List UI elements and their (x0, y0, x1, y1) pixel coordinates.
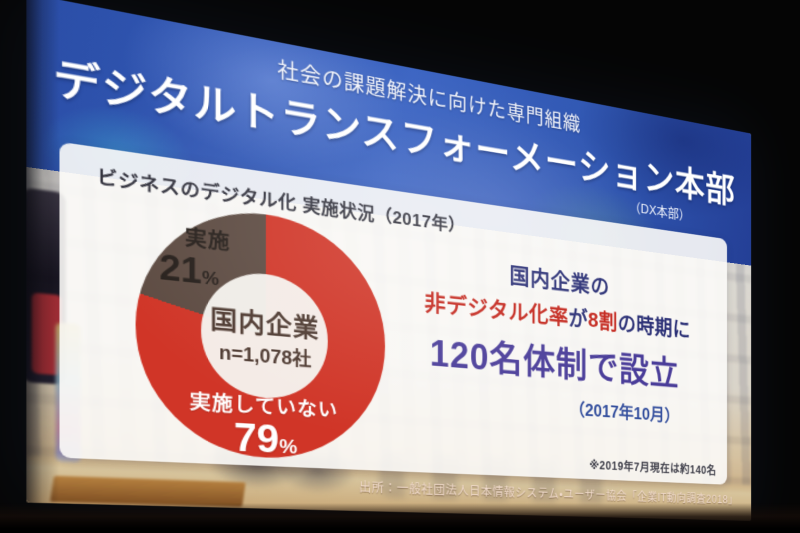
stage-shadow (0, 503, 800, 533)
donut-label-implemented: 実施 21% (159, 218, 230, 293)
implemented-percent: 21 (159, 245, 202, 292)
projected-slide: 社会の課題解決に向けた専門組織 デジタルトランスフォーメーション本部 （DX本部… (26, 0, 752, 521)
message-line-2-part: 非デジタル化率 (424, 289, 569, 330)
percent-unit: % (201, 267, 220, 290)
message-line-2-part: 8割 (588, 307, 618, 335)
donut-chart: 国内企業 n=1,078社 実施 21% 実施していない 79% (135, 197, 386, 463)
not-implemented-percent: 79 (233, 415, 280, 462)
screen-left-shadow (26, 0, 60, 504)
percent-unit: % (279, 435, 298, 459)
message-line-2-part: の時期に (617, 310, 691, 342)
panel-footnote: ※2019年7月現在は約140名 (589, 458, 717, 478)
message-block: 国内企業の 非デジタル化率が8割の時期に 120名体制で設立 （2017年10月… (424, 247, 690, 427)
message-line-2-part: が (568, 305, 589, 332)
